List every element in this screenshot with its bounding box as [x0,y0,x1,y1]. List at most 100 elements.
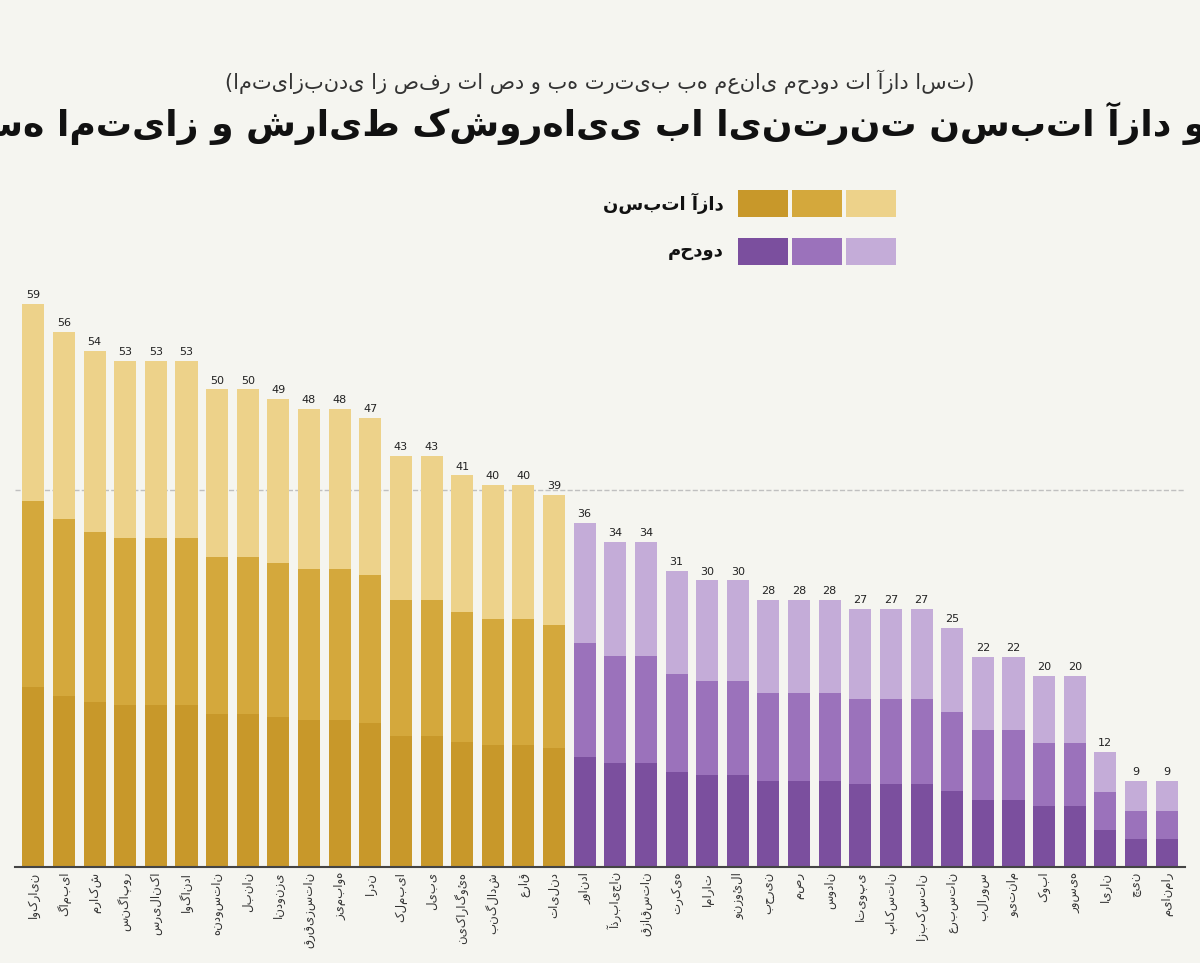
Text: 43: 43 [425,442,439,453]
Bar [53,696,76,867]
Bar [941,712,964,791]
Bar [574,757,595,867]
Bar [911,699,932,785]
Bar [451,612,473,742]
Text: 9: 9 [1163,768,1170,777]
Bar [850,699,871,785]
Text: 27: 27 [884,595,898,606]
Text: 43: 43 [394,442,408,453]
Bar [329,408,350,569]
Bar [1063,742,1086,806]
Bar [605,763,626,867]
Bar [298,569,320,720]
Bar [481,618,504,744]
Bar [481,744,504,867]
Bar [544,747,565,867]
Bar [696,581,719,681]
Bar [972,657,994,730]
Bar [1063,806,1086,867]
Bar [268,717,289,867]
Text: 39: 39 [547,481,562,491]
Bar [696,775,719,867]
Bar [175,361,198,538]
Bar [268,562,289,717]
Bar [880,785,902,867]
Text: 48: 48 [332,395,347,404]
Bar [84,702,106,867]
Bar [696,681,719,775]
Bar [145,361,167,538]
Bar [1002,657,1025,730]
Bar [236,715,259,867]
Bar [23,501,44,687]
Bar [544,625,565,747]
Text: 48: 48 [302,395,316,404]
Text: نسبتا آزاد: نسبتا آزاد [602,193,724,214]
Bar [206,389,228,557]
Bar [1094,752,1116,793]
Bar [114,705,137,867]
Bar [941,791,964,867]
Bar [145,705,167,867]
Text: 12: 12 [1098,739,1112,748]
Bar [1156,811,1177,840]
Bar [788,693,810,781]
Bar [23,303,44,501]
Bar [84,532,106,702]
Bar [818,600,841,693]
Bar [911,609,932,699]
Bar [911,785,932,867]
Text: 54: 54 [88,337,102,348]
Bar [574,523,595,643]
Text: 20: 20 [1068,663,1082,672]
Bar [390,736,412,867]
Bar [114,361,137,538]
Bar [298,720,320,867]
Bar [727,775,749,867]
Text: 41: 41 [455,461,469,472]
Bar [666,674,688,772]
Bar [757,781,780,867]
Bar [818,693,841,781]
Text: 53: 53 [180,347,193,357]
Bar [788,781,810,867]
Text: 20: 20 [1037,663,1051,672]
Bar [1002,730,1025,799]
Bar [53,519,76,696]
Bar [1033,742,1055,806]
Bar [206,715,228,867]
Text: 31: 31 [670,557,684,567]
Bar [1156,781,1177,811]
Bar [605,542,626,656]
Bar [1094,793,1116,830]
Bar [175,538,198,705]
Bar [635,763,656,867]
Bar [727,681,749,775]
Bar [268,399,289,562]
Bar [880,609,902,699]
Bar [512,485,534,618]
Bar [420,456,443,600]
Bar [788,600,810,693]
Bar [298,408,320,569]
Text: 22: 22 [1007,643,1021,653]
Text: 34: 34 [608,529,623,538]
Text: 30: 30 [731,566,745,577]
Text: 28: 28 [761,586,775,596]
Bar [451,476,473,612]
Text: 22: 22 [976,643,990,653]
Bar [206,557,228,715]
Text: 27: 27 [853,595,868,606]
Bar [329,720,350,867]
Text: 56: 56 [58,319,71,328]
Text: 36: 36 [577,509,592,519]
Bar [635,542,656,656]
Text: 50: 50 [210,376,224,385]
Bar [727,581,749,681]
Text: 53: 53 [119,347,132,357]
Bar [145,538,167,705]
Bar [175,705,198,867]
Text: 47: 47 [364,404,378,414]
Text: 34: 34 [638,529,653,538]
Text: (امتیازبندی از صفر تا صد و به ترتیب به معنای محدود تا آزاد است): (امتیازبندی از صفر تا صد و به ترتیب به م… [226,69,974,94]
